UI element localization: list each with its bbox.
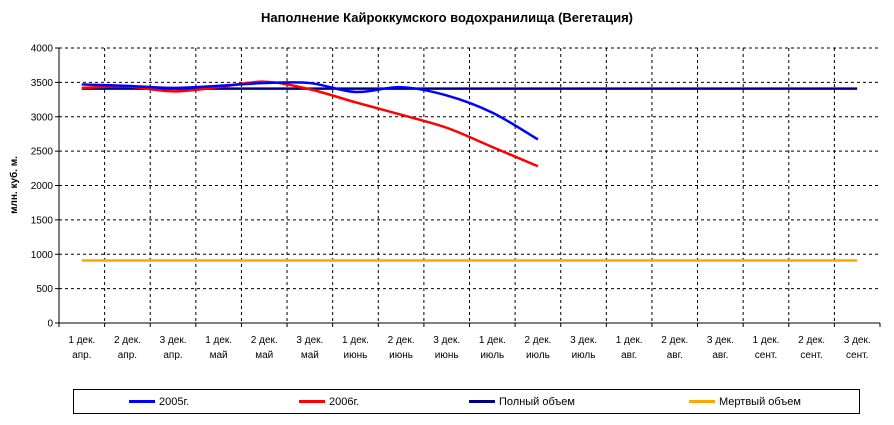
x-tick-label: 1 дек. июнь xyxy=(342,335,369,361)
x-tick-label: 3 дек. июнь xyxy=(433,335,460,361)
x-tick-label: 3 дек. апр. xyxy=(160,335,187,361)
legend: 2005г. 2006г. Полный объем Мертвый объем xyxy=(73,389,860,414)
x-tick-label: 1 дек. май xyxy=(205,335,232,361)
y-axis-label: млн. куб. м. xyxy=(8,156,20,214)
legend-dead-volume: Мертвый объем xyxy=(689,390,801,413)
x-tick-label: 2 дек. июль xyxy=(524,335,551,361)
x-tick-label: 1 дек. авг. xyxy=(616,335,643,361)
legend-label: Мертвый объем xyxy=(719,395,801,408)
chart-plot: 0 500 1000 1500 2000 2500 3000 3500 4000 1 дек. ап… xyxy=(8,44,881,361)
legend-label: Полный объем xyxy=(499,395,575,408)
y-tick-label: 3000 xyxy=(31,112,54,123)
y-tick-label: 2500 xyxy=(31,147,54,158)
legend-swatch xyxy=(129,400,155,403)
x-tick-label: 3 дек. май xyxy=(296,335,323,361)
series-2006-line xyxy=(81,80,539,168)
legend-2006: 2006г. xyxy=(299,390,359,413)
y-tick-label: 4000 xyxy=(31,44,54,55)
legend-full-volume: Полный объем xyxy=(469,390,575,413)
x-tick-label: 1 дек. апр. xyxy=(68,335,95,361)
x-tick-label: 2 дек. июнь xyxy=(388,335,415,361)
x-tick-label: 1 дек. сент. xyxy=(753,335,780,361)
y-tick-label: 500 xyxy=(36,284,53,295)
chart-title: Наполнение Кайроккумского водохранилища … xyxy=(261,10,633,25)
y-tick-label: 1500 xyxy=(31,215,54,226)
y-tick-label: 1000 xyxy=(31,250,54,261)
y-tick-label: 2000 xyxy=(31,181,54,192)
y-tick-label: 3500 xyxy=(31,78,54,89)
series-2005-line xyxy=(81,81,539,141)
x-tick-label: 3 дек. июль xyxy=(570,335,597,361)
x-tick-label: 2 дек. май xyxy=(251,335,278,361)
x-tick-label: 3 дек. сент. xyxy=(844,335,871,361)
legend-swatch xyxy=(689,400,715,403)
x-tick-label: 2 дек. апр. xyxy=(114,335,141,361)
legend-swatch xyxy=(299,400,325,403)
legend-label: 2005г. xyxy=(159,395,190,408)
x-tick-label: 2 дек. сент. xyxy=(798,335,825,361)
legend-2005: 2005г. xyxy=(129,390,189,413)
x-tick-label: 2 дек. авг. xyxy=(661,335,688,361)
y-tick-label: 0 xyxy=(47,319,53,330)
legend-swatch xyxy=(469,400,495,403)
x-tick-label: 3 дек. авг. xyxy=(707,335,734,361)
x-tick-label: 1 дек. июль xyxy=(479,335,506,361)
legend-label: 2006г. xyxy=(329,395,360,408)
